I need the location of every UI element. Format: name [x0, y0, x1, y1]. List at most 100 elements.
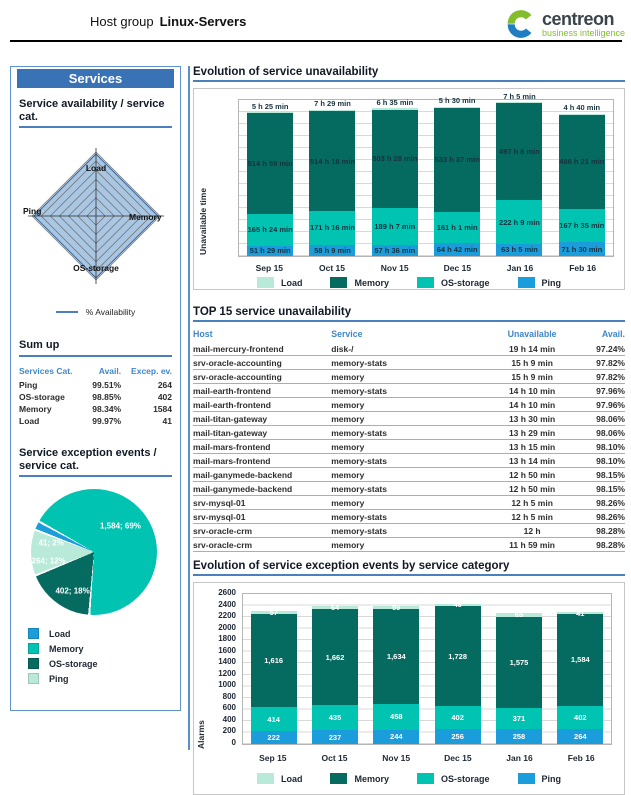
segment-value-label: 1,584 — [570, 655, 590, 665]
segment-value-label: 171 h 16 min — [309, 223, 355, 233]
radar-legend-label: % Availability — [85, 307, 136, 318]
stacked-bar: 222 414 1,616 57 — [250, 594, 297, 744]
legend-label: Memory — [354, 277, 389, 288]
y-tick-label: 1400 — [218, 657, 236, 667]
segment-value-label: 64 h 42 min — [436, 245, 478, 255]
heading-rule — [19, 475, 172, 478]
segment-os-storage — [496, 200, 543, 244]
chart1-title: Evolution of service unavailability — [193, 66, 379, 78]
cell-service: memory — [331, 495, 492, 510]
page-header: Host group Linux-Servers centreon busines… — [0, 0, 631, 40]
ping-swatch-icon — [28, 673, 39, 685]
segment-value-label: 222 — [267, 733, 280, 743]
cell-unavailable: 13 h 14 min — [491, 453, 574, 468]
sumup-events: 41 — [162, 415, 172, 426]
segment-value-label: 65 — [514, 610, 524, 620]
availability-line-icon — [55, 311, 78, 314]
table-row: mail-earth-frontend memory 14 h 10 min 97.9… — [193, 397, 625, 412]
load-swatch-icon — [28, 628, 39, 640]
heading-rule — [19, 354, 172, 357]
segment-value-label: 57 h 36 min — [374, 245, 416, 255]
centreon-logo: centreon business intelligence — [505, 8, 625, 40]
bar-nov-15: 244 458 1,634 59 — [366, 594, 427, 744]
availability-heading: Service availability / service cat. — [19, 98, 165, 123]
sumup-avail: 98.34% — [92, 403, 122, 414]
table-row: srv-oracle-accounting memory 15 h 9 min 97.… — [193, 369, 625, 384]
ping-swatch-icon — [517, 773, 535, 784]
stacked-bar: 64 h 42 min 161 h 1 min 533 h 37 min 5 h 30… — [434, 97, 481, 256]
table-header-avail: Avail. — [601, 329, 625, 339]
segment-value-label: 503 h 28 min — [372, 154, 418, 164]
segment-value-label: 458 — [390, 712, 403, 722]
segment-load — [496, 102, 543, 104]
cell-host: mail-ganymede-backend — [193, 467, 332, 482]
cell-unavailable: 12 h 5 min — [491, 509, 574, 524]
sumup-events: 1584 — [153, 403, 172, 414]
segment-load — [434, 106, 481, 108]
table-row: mail-titan-gateway memory 13 h 30 min 98.06… — [193, 411, 625, 426]
sidebar: Services Service availability / service … — [10, 66, 181, 711]
sumup-row: Load 99.97% 41 — [19, 415, 172, 427]
table-row: srv-mysql-01 memory 12 h 5 min 98.26% — [193, 495, 625, 510]
segment-ping — [558, 242, 605, 256]
segment-memory — [371, 109, 418, 208]
segment-value-label: 244 — [390, 732, 403, 742]
sumup-row: Memory 98.34% 1584 — [19, 403, 172, 415]
chart1-x-axis: Sep 15 Oct 15 Nov 15 Dec 15 Jan 16 Feb 16 — [238, 263, 614, 273]
cell-unavailable: 13 h 15 min — [491, 439, 574, 454]
sumup-avail: 99.97% — [92, 415, 122, 426]
sumup-row: OS-storage 98.85% 402 — [19, 391, 172, 403]
segment-memory — [557, 614, 604, 706]
sumup-events: 402 — [157, 391, 172, 402]
cell-unavailable: 14 h 10 min — [491, 397, 574, 412]
cell-avail: 97.82% — [573, 369, 625, 384]
chart1-ylabel: Unavailable time — [198, 187, 208, 255]
segment-value-label: 486 h 21 min — [559, 157, 605, 167]
legend-label: Load — [280, 277, 303, 288]
legend-item-load: Load — [256, 277, 303, 288]
bar-dec-15: 256 402 1,728 48 — [427, 594, 488, 744]
cell-avail: 97.96% — [573, 383, 625, 398]
cell-unavailable: 13 h 29 min — [491, 425, 574, 440]
cell-avail: 98.10% — [573, 453, 625, 468]
segment-memory — [434, 606, 481, 707]
segment-ping — [247, 245, 294, 256]
pie-legend-item-os-storage: OS-storage — [28, 658, 180, 670]
segment-value-label: 514 h 59 min — [247, 159, 293, 168]
segment-value-label: 7 h 5 min — [503, 91, 536, 101]
radar-label-memory: Memory — [129, 212, 162, 222]
title-rule — [193, 320, 625, 322]
sumup-table: Services Cat. Avail. Excep. ev. Ping 99.5… — [19, 365, 172, 427]
table-row: mail-ganymede-backend memory-stats 12 h 50… — [193, 481, 625, 496]
cell-avail: 98.06% — [573, 425, 625, 440]
cell-host: mail-earth-frontend — [193, 397, 332, 412]
table-row: mail-earth-frontend memory-stats 14 h 10 m… — [193, 383, 625, 398]
y-tick-label: 1600 — [218, 645, 236, 655]
segment-os-storage — [373, 703, 420, 730]
category-label: Dec 15 — [444, 753, 472, 763]
category-label: Feb 16 — [569, 263, 597, 273]
exception-events-pie: 1,584; 69% 402; 18% 264; 12% 41; 2% — [31, 489, 157, 616]
stacked-bar: 264 402 1,584 41 — [557, 594, 604, 744]
segment-os-storage — [434, 212, 481, 244]
cell-service: memory — [331, 397, 492, 412]
segment-value-label: 402 — [451, 713, 464, 723]
segment-load — [373, 605, 420, 610]
cell-host: srv-mysql-01 — [193, 509, 332, 524]
cell-service: memory-stats — [331, 453, 492, 468]
stacked-bar: 58 h 9 min 171 h 16 min 514 h 18 min 7 h 29… — [309, 100, 356, 256]
segment-os-storage — [309, 211, 356, 245]
cell-service: memory-stats — [331, 383, 492, 398]
cell-service: memory — [331, 369, 492, 384]
pie-legend-label: OS-storage — [49, 658, 98, 669]
os-storage-swatch-icon — [417, 773, 434, 784]
segment-os-storage — [250, 707, 297, 732]
segment-ping — [371, 244, 418, 256]
stacked-bar: 237 435 1,662 64 — [311, 594, 358, 744]
y-tick-label: 2200 — [218, 611, 236, 621]
heading-rule — [19, 126, 172, 129]
segment-ping — [311, 730, 358, 744]
segment-os-storage — [247, 213, 294, 246]
bar-oct-15: 58 h 9 min 171 h 16 min 514 h 18 min 7 h 29… — [301, 100, 363, 256]
cell-host: srv-oracle-crm — [193, 537, 332, 552]
